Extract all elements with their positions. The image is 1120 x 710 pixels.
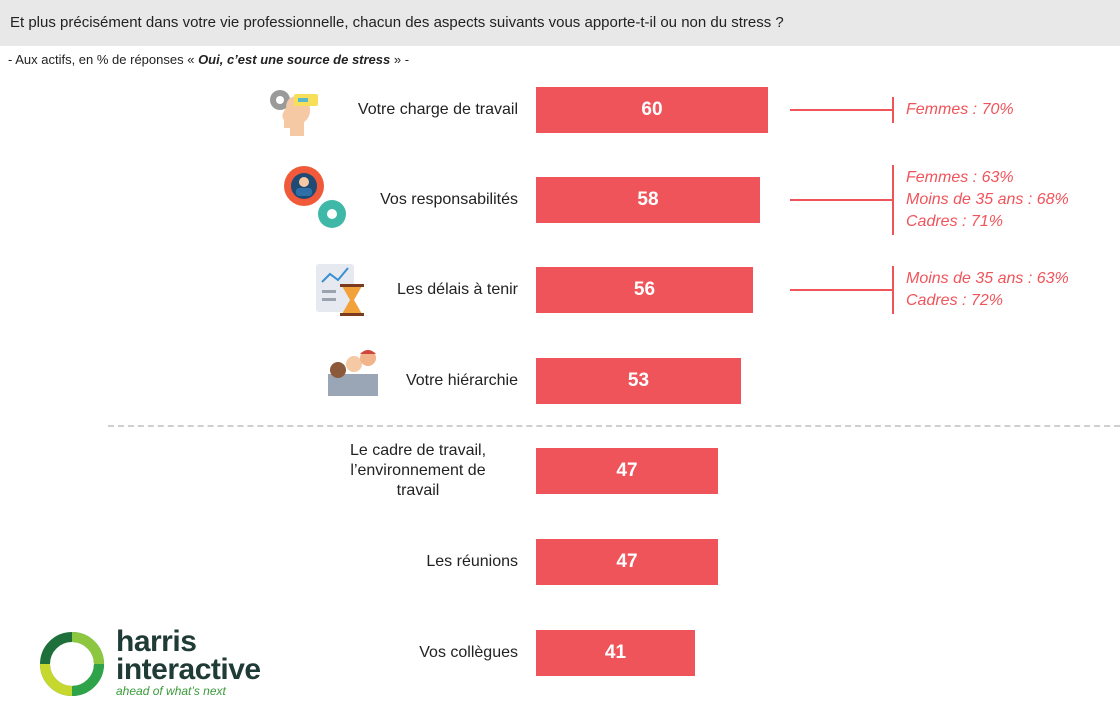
bar: 58 bbox=[536, 177, 760, 223]
category-label: Votre charge de travail bbox=[318, 100, 518, 120]
logo-ring-icon bbox=[40, 632, 104, 696]
annotation-connector bbox=[790, 109, 894, 111]
bar: 53 bbox=[536, 358, 741, 404]
annotation-bracket bbox=[892, 266, 894, 314]
subtitle-suffix: » - bbox=[390, 52, 410, 67]
chart-subtitle: - Aux actifs, en % de réponses « Oui, c’… bbox=[8, 52, 409, 67]
harris-interactive-logo: harris interactive ahead of what’s next bbox=[36, 625, 286, 700]
category-label-line: Votre charge de travail bbox=[357, 101, 518, 118]
annotation-note: Moins de 35 ans : 63% bbox=[906, 270, 1069, 287]
bar: 56 bbox=[536, 267, 753, 313]
bar-value-label: 56 bbox=[633, 279, 656, 300]
logo-tagline: ahead of what’s next bbox=[116, 684, 226, 698]
annotation-note: Femmes : 63% bbox=[906, 169, 1014, 186]
logo-name-line1: harris bbox=[116, 625, 197, 658]
category-label-line: Le cadre de travail, bbox=[349, 442, 487, 459]
category-label: Le cadre de travail, l’environnement de tr… bbox=[318, 441, 518, 501]
annotation-connector bbox=[790, 289, 894, 291]
chart-title-text: Et plus précisément dans votre vie profe… bbox=[10, 14, 784, 31]
annotation-notes: Femmes : 70% bbox=[906, 99, 1014, 121]
category-label-line: Vos responsabilités bbox=[380, 191, 518, 208]
subtitle-prefix: - Aux actifs, en % de réponses « bbox=[8, 52, 199, 67]
bar: 47 bbox=[536, 448, 718, 494]
hourglass-chart-icon bbox=[316, 264, 364, 316]
team-icon bbox=[328, 350, 378, 396]
bar-value-label: 41 bbox=[604, 642, 627, 663]
category-label-line: Les réunions bbox=[426, 553, 518, 570]
bar: 47 bbox=[536, 539, 718, 585]
logo-name-line2: interactive bbox=[116, 653, 261, 686]
annotation-note: Moins de 35 ans : 68% bbox=[906, 191, 1069, 208]
category-label: Votre hiérarchie bbox=[318, 371, 518, 391]
annotation-note: Femmes : 70% bbox=[906, 101, 1014, 118]
annotation-notes: Femmes : 63% Moins de 35 ans : 68% Cadres … bbox=[906, 167, 1069, 233]
head-gears-icon bbox=[270, 90, 318, 136]
bar-value-label: 58 bbox=[637, 189, 659, 210]
chart-title: Et plus précisément dans votre vie profe… bbox=[0, 0, 1120, 46]
annotation-notes: Moins de 35 ans : 63% Cadres : 72% bbox=[906, 268, 1069, 312]
category-label-line: Vos collègues bbox=[419, 644, 518, 661]
subtitle-emphasis: Oui, c’est une source de stress bbox=[198, 52, 391, 67]
logo-text: harris interactive ahead of what’s next bbox=[116, 625, 261, 699]
category-label: Vos collègues bbox=[318, 643, 518, 663]
person-gear-icon bbox=[284, 166, 346, 228]
category-label-line: Votre hiérarchie bbox=[405, 372, 518, 389]
bar-value-label: 53 bbox=[627, 370, 650, 391]
category-label: Les réunions bbox=[318, 552, 518, 572]
annotation-note: Cadres : 72% bbox=[906, 292, 1003, 309]
annotation-note: Cadres : 71% bbox=[906, 213, 1003, 230]
group-divider bbox=[108, 425, 1120, 427]
category-label-line: Les délais à tenir bbox=[397, 281, 518, 298]
annotation-connector bbox=[790, 199, 894, 201]
category-label: Vos responsabilités bbox=[318, 190, 518, 210]
bar: 60 bbox=[536, 87, 768, 133]
annotation-bracket bbox=[892, 165, 894, 235]
bar: 41 bbox=[536, 630, 695, 676]
bar-value-label: 60 bbox=[641, 99, 663, 120]
annotation-bracket bbox=[892, 97, 894, 123]
category-label: Les délais à tenir bbox=[318, 280, 518, 300]
bar-value-label: 47 bbox=[616, 460, 638, 481]
category-label-line: l’environnement de bbox=[350, 462, 486, 479]
bar-value-label: 47 bbox=[616, 551, 638, 572]
category-label-line: travail bbox=[396, 482, 440, 499]
